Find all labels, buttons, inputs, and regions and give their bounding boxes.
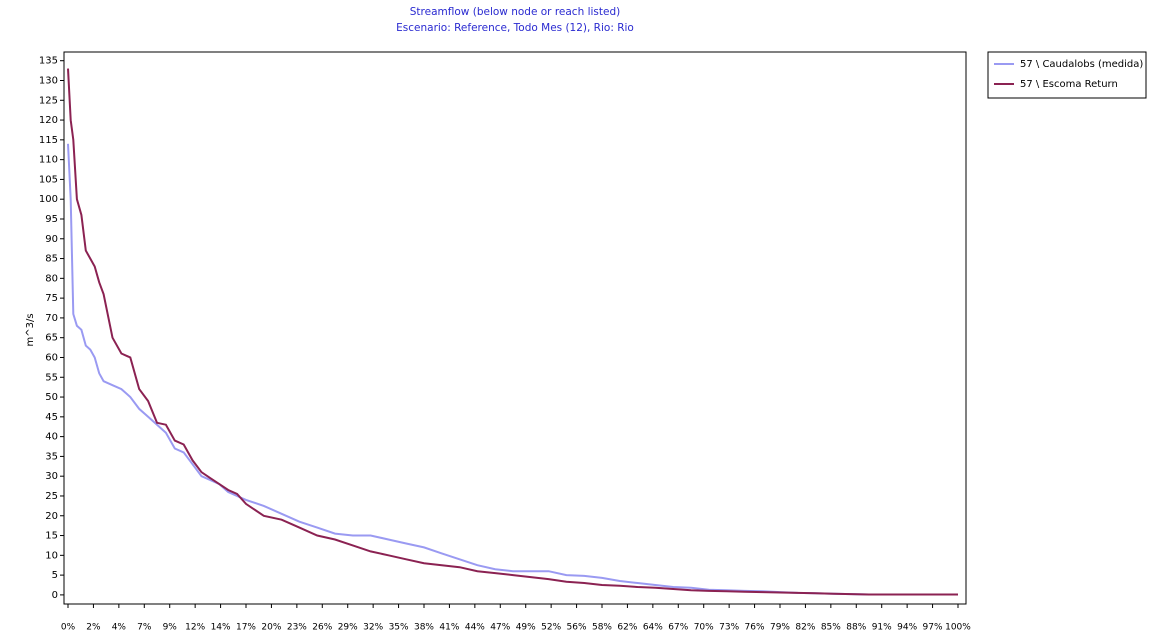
x-tick-label: 82% (795, 623, 815, 633)
x-tick-label: 56% (567, 623, 587, 633)
x-tick-label: 100% (945, 623, 971, 633)
x-tick-label: 41% (439, 623, 459, 633)
x-tick-label: 94% (897, 623, 917, 633)
y-tick-label: 50 (45, 392, 58, 403)
x-tick-label: 64% (643, 623, 663, 633)
y-tick-label: 75 (45, 293, 58, 304)
legend-box (987, 51, 1147, 99)
y-tick-label: 20 (45, 511, 58, 522)
y-tick-label: 135 (39, 56, 58, 67)
y-tick-label: 130 (39, 75, 58, 86)
x-tick-label: 67% (668, 623, 688, 633)
x-tick-label: 49% (516, 623, 536, 633)
x-tick-label: 4% (112, 623, 127, 633)
y-tick-label: 35 (45, 451, 58, 462)
chart-title: Streamflow (below node or reach listed) (410, 6, 620, 18)
x-tick-label: 79% (770, 623, 790, 633)
y-tick-label: 55 (45, 372, 58, 383)
y-tick-label: 85 (45, 254, 58, 265)
x-tick-label: 14% (211, 623, 231, 633)
y-tick-label: 5 (52, 570, 58, 581)
y-tick-label: 105 (39, 174, 58, 185)
y-tick-label: 115 (39, 135, 58, 146)
legend-label: 57 \ Escoma Return (1020, 79, 1118, 90)
y-tick-label: 80 (45, 273, 58, 284)
x-tick-label: 70% (694, 623, 714, 633)
x-tick-label: 20% (261, 623, 281, 633)
y-tick-label: 70 (45, 313, 58, 324)
x-tick-label: 97% (923, 623, 943, 633)
x-tick-label: 0% (61, 623, 76, 633)
y-tick-label: 95 (45, 214, 58, 225)
x-tick-label: 29% (338, 623, 358, 633)
x-tick-label: 85% (821, 623, 841, 633)
x-tick-label: 88% (846, 623, 866, 633)
x-tick-label: 73% (719, 623, 739, 633)
y-tick-label: 40 (45, 432, 58, 443)
x-tick-label: 76% (745, 623, 765, 633)
x-tick-label: 2% (86, 623, 101, 633)
x-tick-label: 58% (592, 623, 612, 633)
y-tick-label: 120 (39, 115, 58, 126)
x-tick-label: 9% (163, 623, 178, 633)
x-tick-label: 32% (363, 623, 383, 633)
y-tick-label: 0 (52, 590, 58, 601)
y-tick-label: 125 (39, 95, 58, 106)
x-tick-label: 35% (389, 623, 409, 633)
y-tick-label: 110 (39, 155, 58, 166)
plot-frame (63, 51, 967, 605)
y-tick-label: 10 (45, 550, 58, 561)
x-tick-label: 7% (137, 623, 152, 633)
x-tick-label: 23% (287, 623, 307, 633)
x-tick-label: 62% (617, 623, 637, 633)
x-tick-label: 52% (541, 623, 561, 633)
x-tick-label: 12% (185, 623, 205, 633)
y-tick-label: 25 (45, 491, 58, 502)
x-tick-label: 91% (872, 623, 892, 633)
x-tick-label: 44% (465, 623, 485, 633)
series-line (67, 68, 958, 596)
y-tick-label: 45 (45, 412, 58, 423)
chart-subtitle: Escenario: Reference, Todo Mes (12), Rio… (396, 22, 634, 34)
y-tick-label: 60 (45, 352, 58, 363)
x-tick-label: 26% (312, 623, 332, 633)
y-tick-label: 65 (45, 333, 58, 344)
x-tick-label: 38% (414, 623, 434, 633)
series-line (67, 143, 958, 596)
legend-label: 57 \ Caudalobs (medida) (1020, 59, 1143, 70)
x-tick-label: 17% (236, 623, 256, 633)
y-tick-label: 90 (45, 234, 58, 245)
x-tick-label: 47% (490, 623, 510, 633)
y-tick-label: 100 (39, 194, 58, 205)
y-tick-label: 30 (45, 471, 58, 482)
y-tick-label: 15 (45, 531, 58, 542)
y-axis-label: m^3/s (25, 313, 36, 346)
